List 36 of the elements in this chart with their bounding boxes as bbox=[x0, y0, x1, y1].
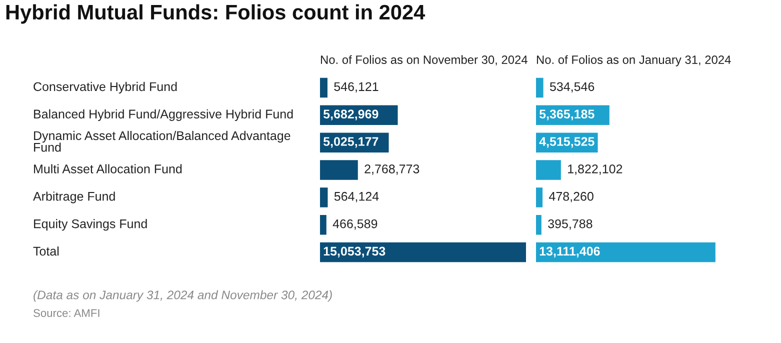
data-label: 5,682,969 bbox=[323, 110, 378, 120]
bar bbox=[320, 160, 358, 180]
data-label: 534,546 bbox=[550, 82, 594, 93]
bar bbox=[320, 242, 526, 262]
data-label: 13,111,406 bbox=[540, 246, 600, 258]
data-label: 1,822,102 bbox=[568, 164, 622, 175]
source-note: Source: AMFI bbox=[34, 309, 100, 317]
bar bbox=[320, 78, 328, 98]
data-label: 546,121 bbox=[334, 82, 378, 93]
bar bbox=[536, 78, 544, 98]
data-label: 15,053,753 bbox=[324, 246, 386, 258]
bar bbox=[536, 160, 561, 180]
y-tick-label: Conservative Hybrid Fund bbox=[34, 82, 177, 94]
data-label: 4,515,525 bbox=[539, 137, 594, 148]
data-label: 5,025,177 bbox=[323, 137, 378, 148]
bar bbox=[320, 188, 328, 208]
data-label: 395,788 bbox=[548, 219, 592, 230]
text: (Data as on January 31, 2024 and November 30, 2024) bbox=[34, 290, 332, 302]
y-tick-label: Total bbox=[33, 246, 59, 256]
bar bbox=[536, 188, 543, 208]
data-label: 466,589 bbox=[332, 219, 378, 230]
data-label: 478,260 bbox=[549, 192, 594, 202]
bar bbox=[536, 214, 542, 235]
chart-title: Hybrid Mutual Funds: Folios count in 2024 bbox=[6, 4, 426, 24]
data-label: 2,768,773 bbox=[364, 164, 420, 175]
y-tick-label: Balanced Hybrid Fund/Aggressive Hybrid Fund bbox=[34, 109, 293, 121]
chart-subtitle: No. of Folios as on November 30, 2024 bbox=[320, 55, 528, 66]
y-tick-label: Dynamic Asset Allocation/Balanced Advantage Fund bbox=[34, 130, 290, 152]
bar bbox=[320, 214, 326, 235]
data-label: 5,365,185 bbox=[539, 110, 594, 120]
chart-subtitle: No. of Folios as on January 31, 2024 bbox=[536, 55, 731, 66]
y-tick-label: Equity Savings Fund bbox=[34, 219, 147, 231]
y-tick-label: Arbitrage Fund bbox=[33, 192, 115, 204]
y-tick-label: Multi Asset Allocation Fund bbox=[34, 164, 182, 174]
data-label: 564,124 bbox=[334, 192, 379, 202]
bar bbox=[536, 242, 716, 262]
